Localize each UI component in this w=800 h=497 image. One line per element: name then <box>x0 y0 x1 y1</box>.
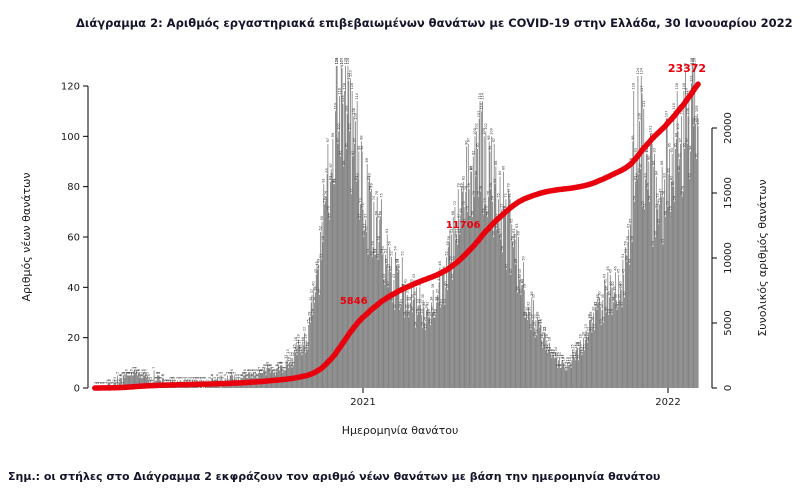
chart-title: Διάγραμμα 2: Αριθμός εργαστηριακά επιβεβ… <box>76 16 793 30</box>
footnote: Σημ.: οι στήλες στο Διάγραμμα 2 εκφράζου… <box>8 470 661 483</box>
covid-deaths-chart <box>0 36 800 456</box>
